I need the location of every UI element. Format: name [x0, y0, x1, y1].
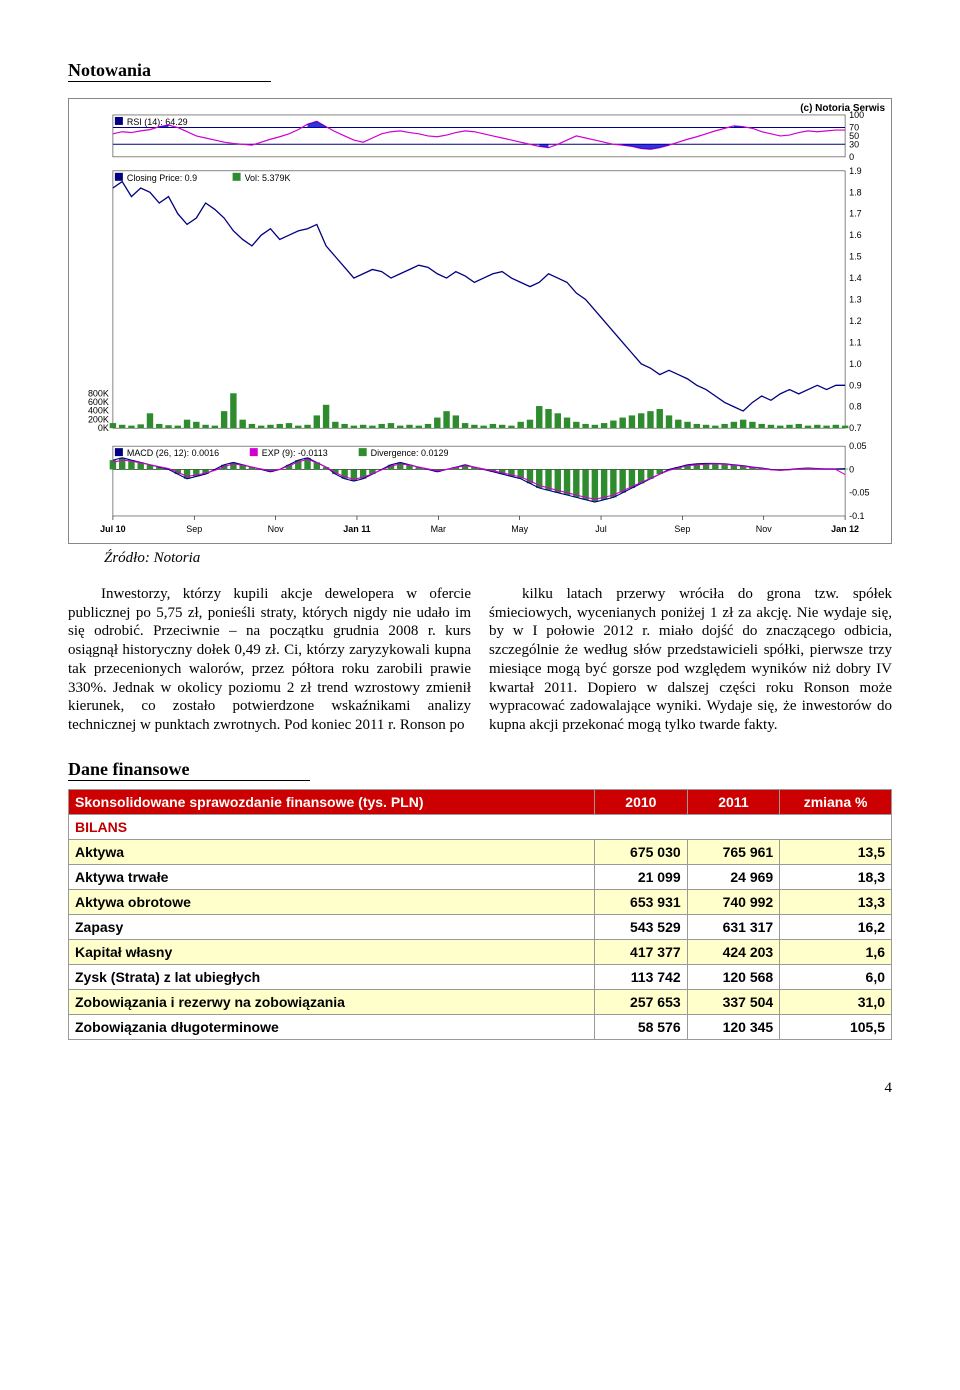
financial-table: Skonsolidowane sprawozdanie finansowe (t…: [68, 789, 892, 1040]
table-row: Kapitał własny417 377424 2031,6: [69, 939, 892, 964]
chart-source: Źródło: Notoria: [104, 550, 892, 567]
table-row: Zobowiązania długoterminowe58 576120 345…: [69, 1014, 892, 1039]
table-row: Zobowiązania i rezerwy na zobowiązania25…: [69, 989, 892, 1014]
svg-text:RSI (14): 64.29: RSI (14): 64.29: [127, 117, 188, 127]
svg-text:1.6: 1.6: [849, 230, 861, 240]
svg-text:Nov: Nov: [268, 524, 284, 534]
svg-text:Closing Price: 0.9: Closing Price: 0.9: [127, 173, 197, 183]
svg-text:-0.1: -0.1: [849, 511, 864, 521]
svg-text:30: 30: [849, 139, 859, 149]
table-row: Aktywa trwałe21 09924 96918,3: [69, 864, 892, 889]
svg-text:1.8: 1.8: [849, 187, 861, 197]
table-row-bilans: BILANS: [69, 814, 892, 839]
svg-text:100: 100: [849, 110, 864, 120]
svg-text:200K: 200K: [88, 414, 109, 424]
svg-text:0: 0: [849, 152, 854, 162]
svg-text:EXP (9): -0.0113: EXP (9): -0.0113: [262, 448, 328, 458]
svg-text:0.7: 0.7: [849, 423, 861, 433]
table-row: Aktywa obrotowe653 931740 99213,3: [69, 889, 892, 914]
svg-text:0K: 0K: [98, 423, 109, 433]
table-header-2011: 2011: [687, 789, 780, 814]
svg-text:Sep: Sep: [186, 524, 202, 534]
svg-text:Mar: Mar: [431, 524, 446, 534]
svg-text:Divergence: 0.0129: Divergence: 0.0129: [371, 448, 449, 458]
svg-text:0.05: 0.05: [849, 441, 866, 451]
svg-text:0: 0: [849, 464, 854, 474]
svg-text:1.4: 1.4: [849, 273, 861, 283]
table-header-2010: 2010: [595, 789, 688, 814]
stock-chart: (c) Notoria SerwisRSI (14): 64.291007050…: [68, 98, 892, 544]
svg-text:May: May: [511, 524, 528, 534]
svg-text:1.9: 1.9: [849, 166, 861, 176]
svg-text:-0.05: -0.05: [849, 488, 869, 498]
svg-text:Jul: Jul: [595, 524, 606, 534]
section-title-notowania: Notowania: [68, 60, 271, 82]
svg-text:Nov: Nov: [756, 524, 772, 534]
table-header-change: zmiana %: [780, 789, 892, 814]
svg-text:1.7: 1.7: [849, 209, 861, 219]
svg-text:Jul 10: Jul 10: [100, 524, 125, 534]
svg-text:Vol: 5.379K: Vol: 5.379K: [245, 173, 291, 183]
svg-text:0.9: 0.9: [849, 380, 861, 390]
body-left: Inwestorzy, którzy kupili akcje dewelope…: [68, 585, 471, 735]
svg-text:MACD (26, 12): 0.0016: MACD (26, 12): 0.0016: [127, 448, 219, 458]
svg-text:Jan 12: Jan 12: [831, 524, 859, 534]
section-title-dane-finansowe: Dane finansowe: [68, 759, 310, 781]
chart-svg: (c) Notoria SerwisRSI (14): 64.291007050…: [69, 99, 891, 538]
table-row: Aktywa675 030765 96113,5: [69, 839, 892, 864]
article-body: Inwestorzy, którzy kupili akcje dewelope…: [68, 585, 892, 735]
svg-text:1.0: 1.0: [849, 359, 861, 369]
svg-text:1.2: 1.2: [849, 316, 861, 326]
svg-text:1.5: 1.5: [849, 252, 861, 262]
svg-text:(c) Notoria Serwis: (c) Notoria Serwis: [800, 103, 885, 114]
svg-text:Sep: Sep: [674, 524, 690, 534]
table-header-row: Skonsolidowane sprawozdanie finansowe (t…: [69, 789, 892, 814]
table-row: Zysk (Strata) z lat ubiegłych113 742120 …: [69, 964, 892, 989]
svg-text:400K: 400K: [88, 406, 109, 416]
table-row: Zapasy543 529631 31716,2: [69, 914, 892, 939]
svg-text:1.1: 1.1: [849, 337, 861, 347]
body-right: kilku latach przerwy wróciła do grona tz…: [489, 585, 892, 735]
table-header-label: Skonsolidowane sprawozdanie finansowe (t…: [69, 789, 595, 814]
svg-text:600K: 600K: [88, 397, 109, 407]
page-number: 4: [68, 1080, 892, 1097]
svg-text:1.3: 1.3: [849, 295, 861, 305]
svg-text:0.8: 0.8: [849, 402, 861, 412]
svg-text:Jan 11: Jan 11: [343, 524, 370, 534]
svg-text:800K: 800K: [88, 388, 109, 398]
